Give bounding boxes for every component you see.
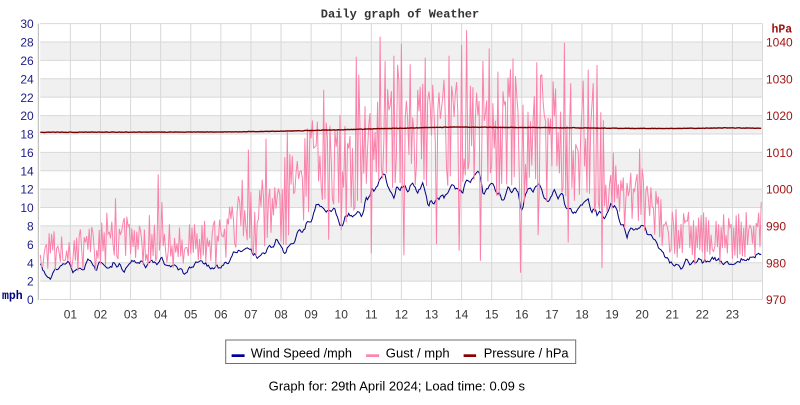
svg-text:20: 20 xyxy=(635,308,649,322)
svg-text:10: 10 xyxy=(335,308,349,322)
svg-text:hPa: hPa xyxy=(772,24,793,37)
svg-text:16: 16 xyxy=(515,308,529,322)
svg-text:06: 06 xyxy=(214,308,228,322)
svg-text:30: 30 xyxy=(20,17,34,31)
svg-text:02: 02 xyxy=(94,308,108,322)
svg-text:04: 04 xyxy=(154,308,168,322)
svg-text:6: 6 xyxy=(27,238,34,252)
svg-text:970: 970 xyxy=(766,293,786,307)
svg-text:Daily graph of Weather: Daily graph of Weather xyxy=(321,8,479,22)
svg-text:1030: 1030 xyxy=(766,72,793,86)
svg-text:08: 08 xyxy=(274,308,288,322)
svg-text:24: 24 xyxy=(20,72,34,86)
svg-text:1010: 1010 xyxy=(766,146,793,160)
svg-text:05: 05 xyxy=(184,308,198,322)
svg-text:13: 13 xyxy=(425,308,439,322)
svg-text:18: 18 xyxy=(20,128,34,142)
svg-text:8: 8 xyxy=(27,220,34,234)
svg-text:1040: 1040 xyxy=(766,36,793,50)
svg-text:21: 21 xyxy=(666,308,680,322)
svg-text:22: 22 xyxy=(696,308,710,322)
svg-text:1020: 1020 xyxy=(766,109,793,123)
svg-text:03: 03 xyxy=(124,308,138,322)
svg-text:Pressure / hPa: Pressure / hPa xyxy=(484,346,570,361)
svg-text:mph: mph xyxy=(2,290,23,303)
svg-text:19: 19 xyxy=(605,308,619,322)
svg-text:16: 16 xyxy=(20,146,34,160)
svg-text:980: 980 xyxy=(766,256,786,270)
svg-text:20: 20 xyxy=(20,109,34,123)
svg-text:22: 22 xyxy=(20,91,34,105)
svg-text:990: 990 xyxy=(766,220,786,234)
svg-text:01: 01 xyxy=(64,308,78,322)
svg-text:15: 15 xyxy=(485,308,499,322)
svg-text:12: 12 xyxy=(20,183,34,197)
svg-text:2: 2 xyxy=(27,275,34,289)
svg-text:Wind Speed /mph: Wind Speed /mph xyxy=(251,346,352,361)
svg-text:14: 14 xyxy=(455,308,469,322)
svg-text:09: 09 xyxy=(304,308,318,322)
svg-text:23: 23 xyxy=(726,308,740,322)
svg-text:Gust / mph: Gust / mph xyxy=(386,346,450,361)
svg-text:17: 17 xyxy=(545,308,559,322)
svg-text:11: 11 xyxy=(365,308,378,322)
svg-text:18: 18 xyxy=(575,308,589,322)
svg-text:28: 28 xyxy=(20,36,34,50)
svg-text:26: 26 xyxy=(20,54,34,68)
svg-text:10: 10 xyxy=(20,201,34,215)
svg-text:0: 0 xyxy=(27,293,34,307)
svg-text:07: 07 xyxy=(244,308,258,322)
svg-text:Graph for: 29th April 2024; Lo: Graph for: 29th April 2024; Load time: 0… xyxy=(269,379,526,394)
svg-text:12: 12 xyxy=(395,308,409,322)
svg-text:1000: 1000 xyxy=(766,183,793,197)
svg-text:4: 4 xyxy=(27,256,34,270)
svg-text:14: 14 xyxy=(20,164,34,178)
